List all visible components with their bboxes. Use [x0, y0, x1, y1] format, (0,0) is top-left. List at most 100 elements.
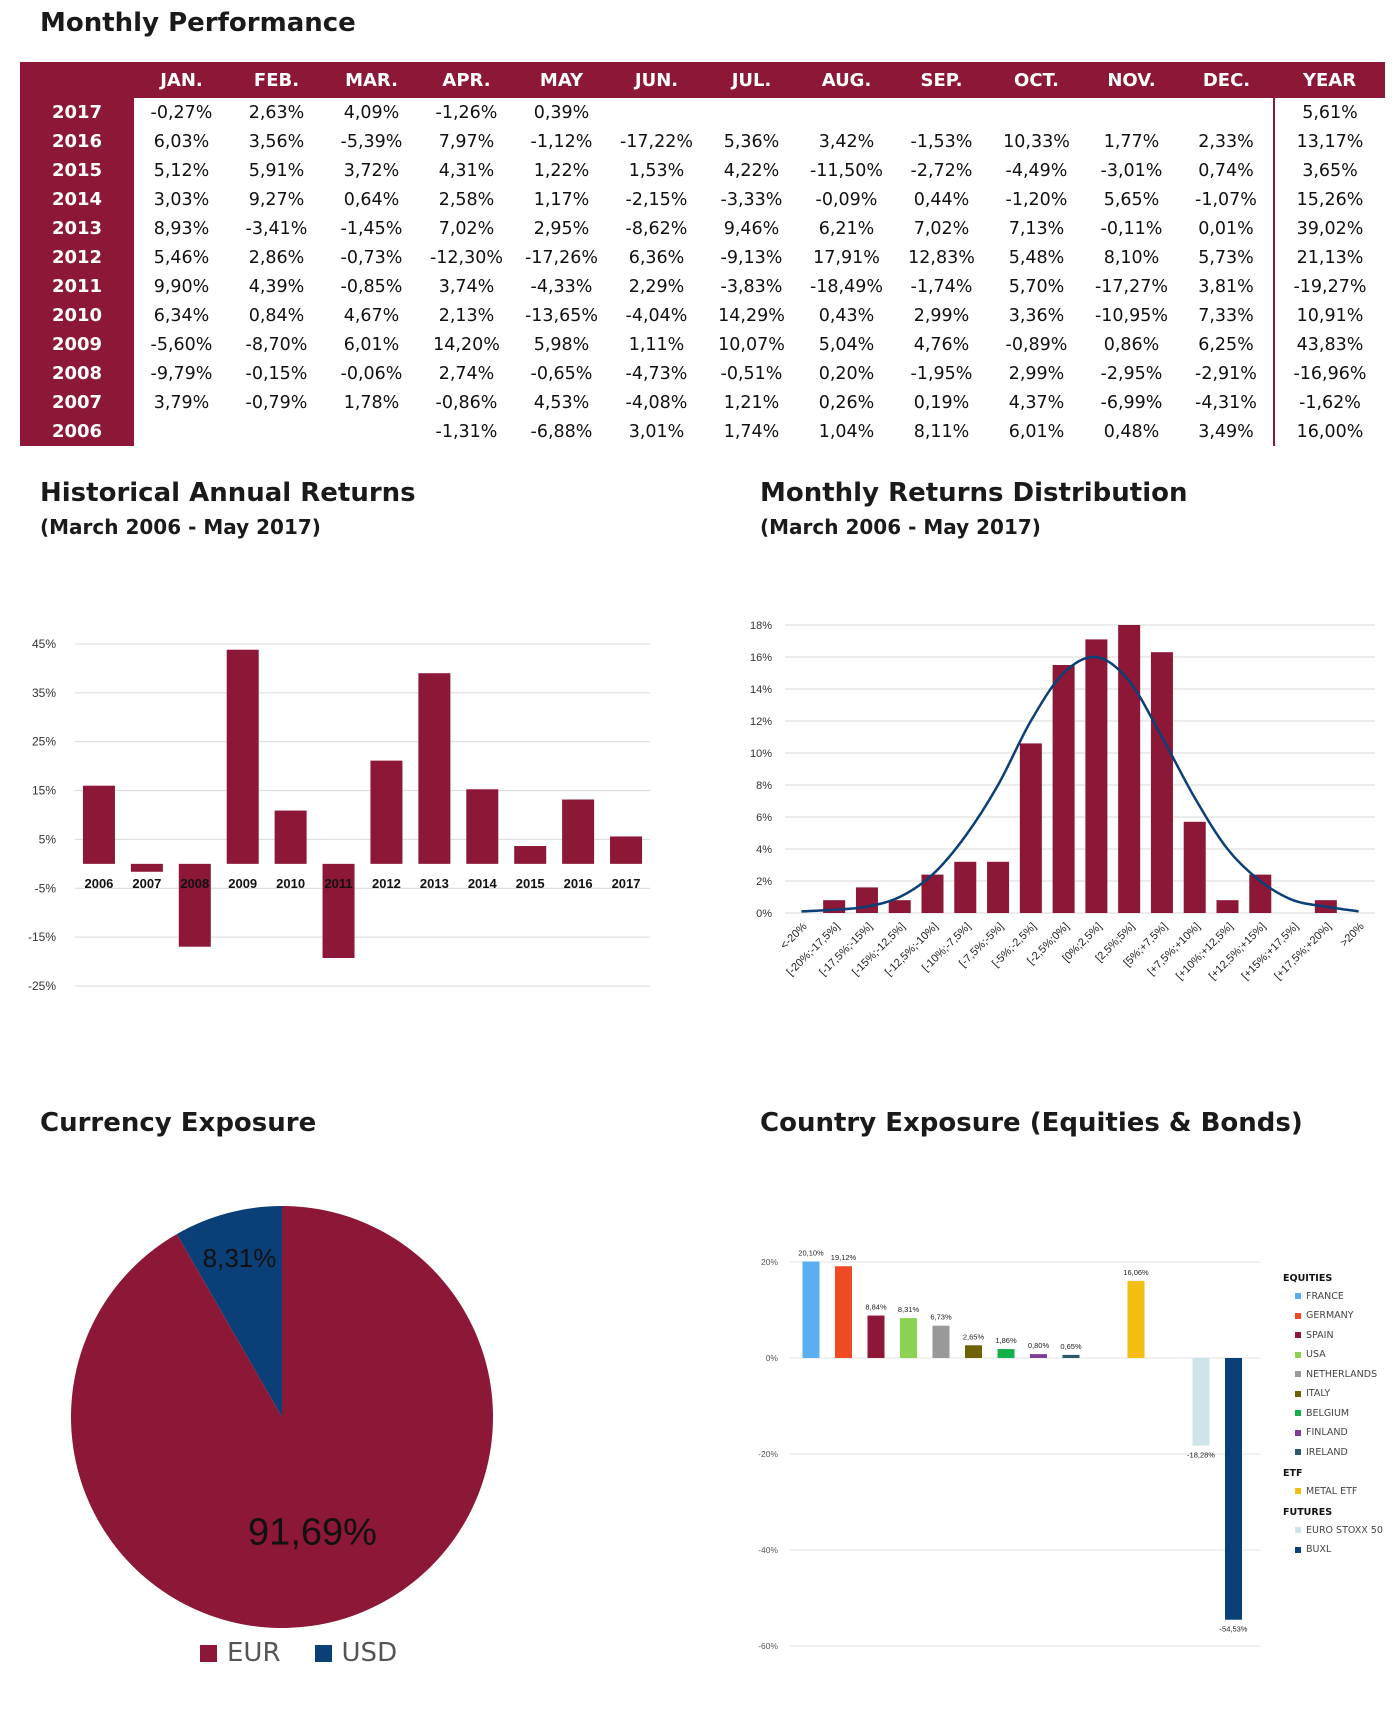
month-return-cell: 5,46%: [153, 247, 210, 268]
month-return-cell: -6,88%: [530, 421, 593, 442]
month-return-cell: 3,42%: [818, 131, 875, 152]
legend-swatch: [1295, 1488, 1301, 1495]
year-total-cell: 10,91%: [1273, 301, 1385, 330]
y-tick-label: -5%: [35, 881, 57, 895]
table-row: 2007 3,79% -0,79% 1,78% -0,86% 4,53% -4,08% 1,2…: [20, 388, 1385, 417]
month-return-cell: 5,65%: [1103, 189, 1160, 210]
month-return-cell: -1,53%: [910, 131, 973, 152]
data-label: -54,53%: [1220, 1625, 1248, 1634]
month-return-cell: 0,26%: [818, 392, 875, 413]
month-return-cell: -1,95%: [910, 363, 973, 384]
country-bar: [1225, 1358, 1242, 1620]
legend-item: USA: [1295, 1350, 1383, 1360]
country-bar: [1192, 1358, 1210, 1446]
data-label: 8,31%: [898, 1305, 920, 1314]
x-tick-label: 2007: [132, 876, 161, 891]
month-return-cell: 5,73%: [1198, 247, 1254, 268]
month-return-cell: -1,26%: [435, 102, 498, 123]
month-return-cell: 3,36%: [1008, 305, 1065, 326]
y-tick-label: 5%: [39, 832, 57, 846]
month-return-cell: 5,91%: [248, 160, 305, 181]
legend-label: GERMANY: [1306, 1310, 1354, 1321]
month-return-cell: 0,39%: [533, 102, 590, 123]
legend-swatch: [314, 1644, 332, 1662]
month-return-cell: -12,30%: [429, 247, 504, 268]
month-return-cell: 6,01%: [1008, 421, 1065, 442]
pie-slice-eur: [70, 1206, 493, 1628]
month-return-cell: 6,25%: [1198, 334, 1254, 355]
annual-return-bar: [418, 673, 451, 864]
row-year: 2007: [20, 388, 134, 417]
x-tick-label: 2016: [564, 876, 593, 891]
month-return-cell: 6,03%: [153, 131, 210, 152]
month-return-cell: 0,19%: [913, 392, 970, 413]
month-return-cell: -17,26%: [524, 247, 599, 268]
y-tick-label: -40%: [758, 1545, 778, 1555]
column-header: JUL.: [704, 62, 799, 98]
header-corner: [20, 62, 134, 98]
country-legend: EQUITIES FRANCE GERMANY SPAIN USA NETHERLANDS…: [1283, 1274, 1383, 1565]
year-total-cell: 43,83%: [1273, 330, 1385, 359]
table-row: 2014 3,03% 9,27% 0,64% 2,58% 1,17% -2,15% -3,33…: [20, 185, 1385, 214]
x-tick-label: [+10%;+12,5%]: [1174, 921, 1236, 983]
month-return-cell: -4,33%: [530, 276, 593, 297]
y-tick-label: 2%: [756, 876, 772, 888]
month-return-cell: 3,56%: [248, 131, 305, 152]
month-return-cell: 5,48%: [1008, 247, 1065, 268]
month-return-cell: -9,79%: [150, 363, 213, 384]
month-return-cell: -10,95%: [1094, 305, 1169, 326]
month-return-cell: 4,53%: [533, 392, 590, 413]
legend-swatch: [1295, 1449, 1301, 1456]
data-label: 0,65%: [1060, 1342, 1082, 1351]
annual-return-bar: [466, 789, 499, 864]
currency-exposure-pie: 8,31% 91,69%: [70, 1206, 493, 1628]
month-return-cell: 6,34%: [153, 305, 210, 326]
legend-item: USD: [314, 1638, 397, 1668]
month-return-cell: -6,99%: [1100, 392, 1163, 413]
legend-swatch: [1295, 1332, 1301, 1339]
column-header: AUG.: [799, 62, 894, 98]
table-row: 2016 6,03% 3,56% -5,39% 7,97% -1,12% -17,22% 5,…: [20, 127, 1385, 156]
currency-legend: EUR USD: [200, 1638, 397, 1668]
x-tick-label: 2012: [372, 876, 401, 891]
month-return-cell: 3,81%: [1198, 276, 1254, 297]
month-return-cell: 7,02%: [913, 218, 970, 239]
legend-item: EURO STOXX 50: [1295, 1524, 1383, 1536]
month-return-cell: 7,02%: [438, 218, 495, 239]
month-return-cell: 2,13%: [438, 305, 495, 326]
legend-item: FINLAND: [1295, 1428, 1383, 1438]
month-return-cell: -5,60%: [150, 334, 213, 355]
column-header: YEAR: [1274, 62, 1385, 98]
month-return-cell: 6,01%: [343, 334, 400, 355]
table-row: 2008 -9,79% -0,15% -0,06% 2,74% -0,65% -4,73% -…: [20, 359, 1385, 388]
x-tick-label: 2006: [84, 876, 113, 891]
year-total-cell: 3,65%: [1273, 156, 1385, 185]
annual-return-bar: [178, 863, 211, 947]
year-total-cell: 13,17%: [1273, 127, 1385, 156]
month-return-cell: 1,11%: [628, 334, 685, 355]
month-return-cell: -2,15%: [625, 189, 688, 210]
month-return-cell: 3,01%: [628, 421, 685, 442]
column-header: NOV.: [1084, 62, 1179, 98]
month-return-cell: -0,09%: [815, 189, 878, 210]
month-return-cell: [799, 98, 894, 127]
column-header: MAY: [514, 62, 609, 98]
monthly-returns-distribution-chart: 18%16%14%12%10%8%6%4%2%0%<-20%[-20%;-17,…: [750, 620, 1375, 983]
row-year: 2013: [20, 214, 134, 243]
legend-swatch: [1295, 1312, 1301, 1319]
distribution-bar: [954, 861, 977, 913]
month-return-cell: -17,27%: [1094, 276, 1169, 297]
legend-label: EURO STOXX 50: [1306, 1524, 1383, 1536]
x-tick-label: 2017: [612, 876, 641, 891]
month-return-cell: [704, 98, 799, 127]
data-label: 19,12%: [831, 1253, 857, 1262]
legend-item: NETHERLANDS: [1295, 1369, 1383, 1380]
month-return-cell: -2,95%: [1100, 363, 1163, 384]
data-label: 8,84%: [865, 1303, 887, 1312]
month-return-cell: 3,72%: [343, 160, 400, 181]
month-return-cell: 1,74%: [723, 421, 780, 442]
y-tick-label: 16%: [750, 652, 772, 664]
month-return-cell: -17,22%: [619, 131, 694, 152]
distribution-bar: [921, 874, 944, 913]
month-return-cell: -1,07%: [1195, 189, 1257, 210]
